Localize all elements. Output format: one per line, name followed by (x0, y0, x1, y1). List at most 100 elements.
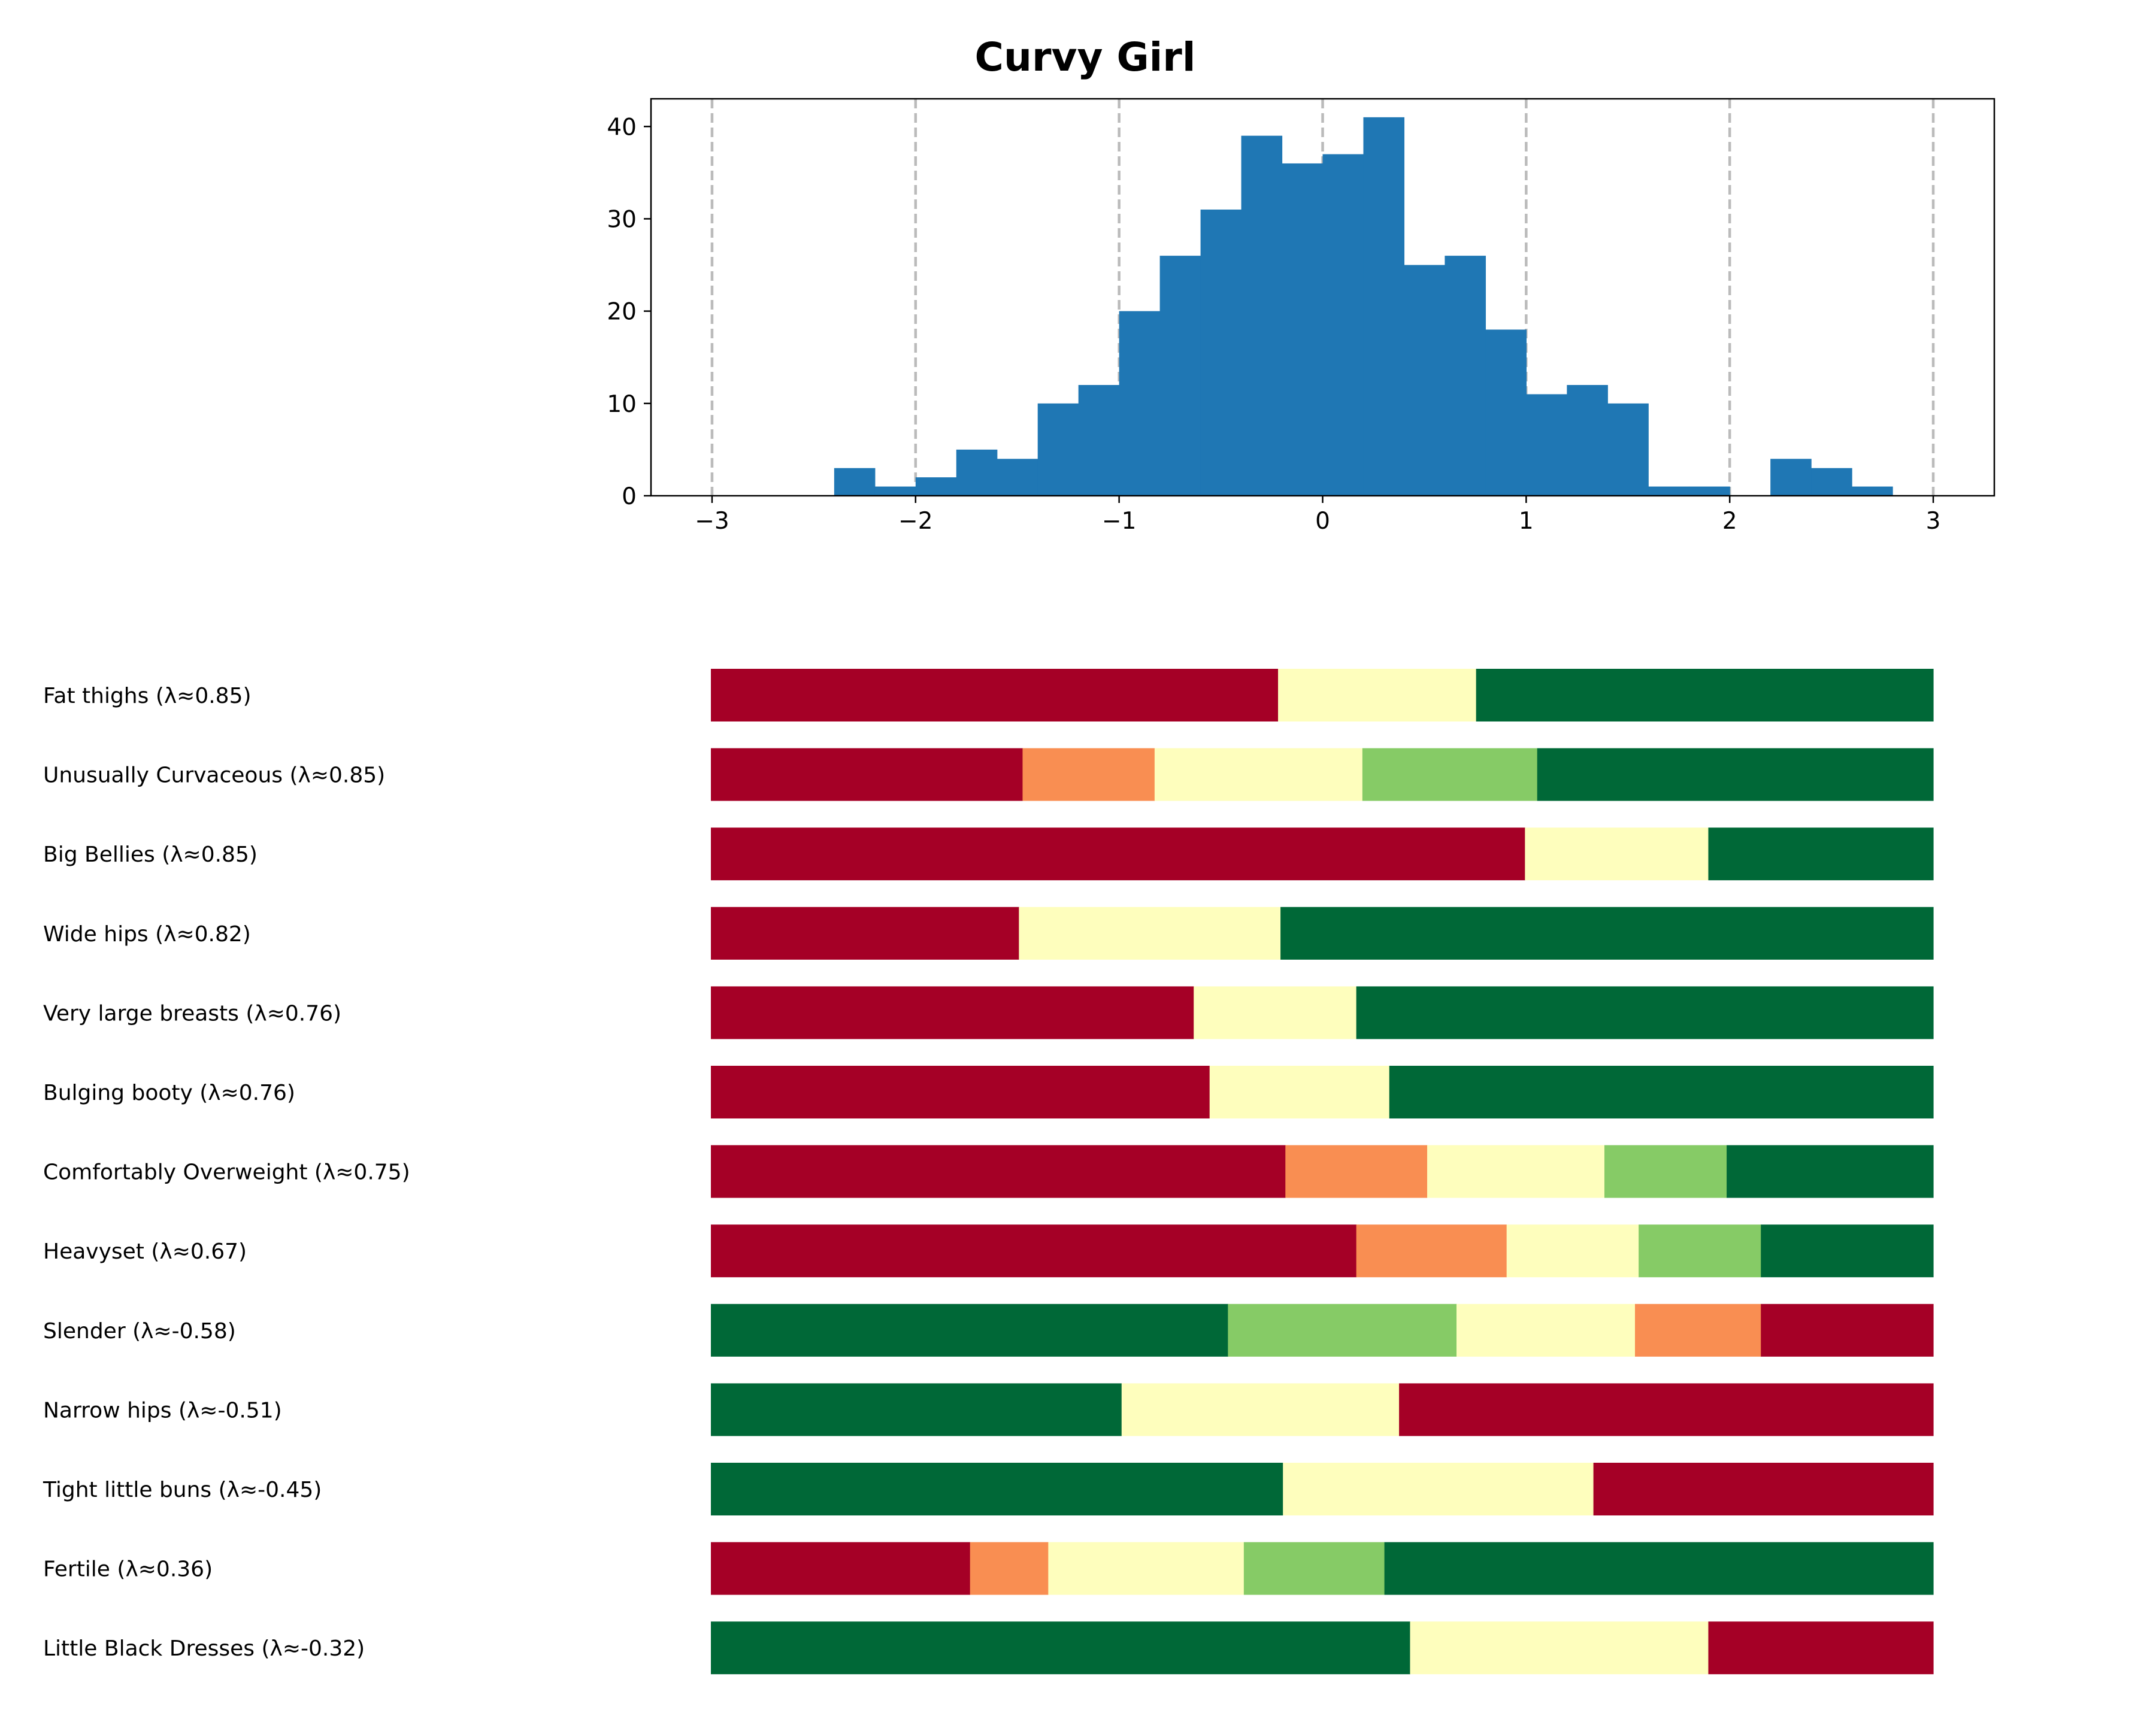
histogram-bar (915, 477, 957, 496)
stacked-row: Very large breasts (λ≈0.76) (43, 986, 1934, 1039)
y-tick-label: 10 (607, 391, 637, 418)
stacked-segment (711, 669, 1279, 721)
histogram-bar (1526, 394, 1567, 496)
stacked-row: Slender (λ≈-0.58) (43, 1303, 1934, 1357)
row-label: Wide hips (λ≈0.82) (43, 922, 251, 947)
stacked-segment (711, 1621, 1411, 1675)
stacked-segment (1209, 1066, 1390, 1118)
stacked-segment (711, 827, 1525, 881)
histogram-bar (1241, 135, 1283, 496)
stacked-segment (1727, 1145, 1934, 1198)
stacked-segment (1278, 669, 1477, 721)
row-label: Fat thighs (λ≈0.85) (43, 684, 252, 708)
stacked-segment (711, 1463, 1283, 1515)
stacked-segment (1506, 1224, 1639, 1278)
x-tick-label: −3 (695, 508, 729, 535)
stacked-segment (711, 1303, 1228, 1357)
row-label: Heavyset (λ≈0.67) (43, 1239, 247, 1264)
stacked-segment (1285, 1145, 1428, 1198)
histogram-bar (834, 468, 876, 496)
stacked-segment (1194, 986, 1357, 1039)
histogram-x-axis: −3 −2 −1 0 1 2 3 (695, 496, 1940, 535)
x-tick-label: −1 (1102, 508, 1137, 535)
histogram-bar (1852, 486, 1893, 496)
histogram-bar (1282, 163, 1324, 496)
histogram-bar (1363, 117, 1405, 496)
x-tick-label: 2 (1722, 508, 1737, 535)
stacked-segment (711, 986, 1194, 1039)
histogram-bar (1811, 468, 1852, 496)
stacked-segment (711, 748, 1024, 801)
stacked-segment (711, 1145, 1286, 1198)
stacked-segment (1761, 1224, 1934, 1278)
y-tick-label: 30 (607, 206, 637, 233)
histogram-bar (1119, 311, 1161, 496)
stacked-row: Comfortably Overweight (λ≈0.75) (43, 1145, 1934, 1198)
stacked-segment (1537, 748, 1934, 801)
row-label: Tight little buns (λ≈-0.45) (43, 1478, 322, 1502)
histogram-bar (1037, 403, 1079, 496)
stacked-segment (1019, 907, 1281, 960)
stacked-row: Fertile (λ≈0.36) (43, 1542, 1934, 1595)
stacked-segment (1048, 1542, 1244, 1595)
stacked-segment (1154, 748, 1363, 801)
stacked-segment (1708, 827, 1934, 881)
stacked-segment (1243, 1542, 1385, 1595)
histogram-bar (874, 486, 916, 496)
stacked-segment (1708, 1621, 1934, 1675)
stacked-row: Tight little buns (λ≈-0.45) (43, 1463, 1934, 1515)
stacked-segment (1634, 1303, 1761, 1357)
row-label: Fertile (λ≈0.36) (43, 1557, 213, 1582)
stacked-segment (1389, 1066, 1934, 1118)
stacked-segment (970, 1542, 1049, 1595)
histogram-bar (956, 449, 998, 496)
row-label: Big Bellies (λ≈0.85) (43, 842, 258, 867)
stacked-segment (1456, 1303, 1636, 1357)
stacked-row: Bulging booty (λ≈0.76) (43, 1066, 1934, 1118)
stacked-bar-chart: Fat thighs (λ≈0.85) Unusually Curvaceous … (43, 669, 1934, 1675)
histogram-bar (1200, 210, 1242, 496)
row-label: Bulging booty (λ≈0.76) (43, 1081, 295, 1105)
stacked-segment (711, 1383, 1122, 1436)
stacked-segment (1283, 1463, 1594, 1515)
y-tick-label: 40 (607, 114, 637, 141)
histogram-bars (834, 117, 1893, 496)
histogram-bar (1770, 459, 1812, 496)
chart-title: Curvy Girl (975, 34, 1196, 80)
stacked-row: Big Bellies (λ≈0.85) (43, 827, 1934, 881)
row-label: Unusually Curvaceous (λ≈0.85) (43, 763, 385, 788)
row-label: Little Black Dresses (λ≈-0.32) (43, 1636, 365, 1661)
stacked-segment (1476, 669, 1934, 721)
stacked-segment (711, 907, 1019, 960)
stacked-segment (1228, 1303, 1457, 1357)
stacked-segment (711, 1542, 971, 1595)
histogram-bar (1445, 256, 1486, 496)
stacked-segment (1761, 1303, 1934, 1357)
stacked-segment (711, 1224, 1357, 1278)
stacked-row: Little Black Dresses (λ≈-0.32) (43, 1621, 1934, 1675)
row-label: Comfortably Overweight (λ≈0.75) (43, 1160, 410, 1185)
histogram-y-axis: 0 10 20 30 40 (607, 114, 651, 510)
histogram-bar (1159, 256, 1201, 496)
stacked-segment (1525, 827, 1709, 881)
y-tick-label: 20 (607, 299, 637, 326)
stacked-row: Unusually Curvaceous (λ≈0.85) (43, 748, 1934, 801)
x-tick-label: 0 (1315, 508, 1330, 535)
stacked-segment (1399, 1383, 1934, 1436)
stacked-segment (1604, 1145, 1727, 1198)
histogram-bar (1689, 486, 1730, 496)
x-tick-label: 3 (1926, 508, 1941, 535)
histogram-bar (997, 459, 1038, 496)
stacked-segment (1280, 907, 1934, 960)
row-label: Slender (λ≈-0.58) (43, 1319, 236, 1344)
histogram-bar (1485, 329, 1527, 496)
stacked-segment (1022, 748, 1155, 801)
stacked-segment (1362, 748, 1538, 801)
stacked-segment (711, 1066, 1210, 1118)
stacked-segment (1356, 1224, 1507, 1278)
histogram-bar (1078, 384, 1120, 496)
stacked-segment (1384, 1542, 1934, 1595)
histogram-chart: −3 −2 −1 0 1 2 3 0 10 20 30 40 (607, 98, 1995, 535)
histogram-bar (1607, 403, 1649, 496)
